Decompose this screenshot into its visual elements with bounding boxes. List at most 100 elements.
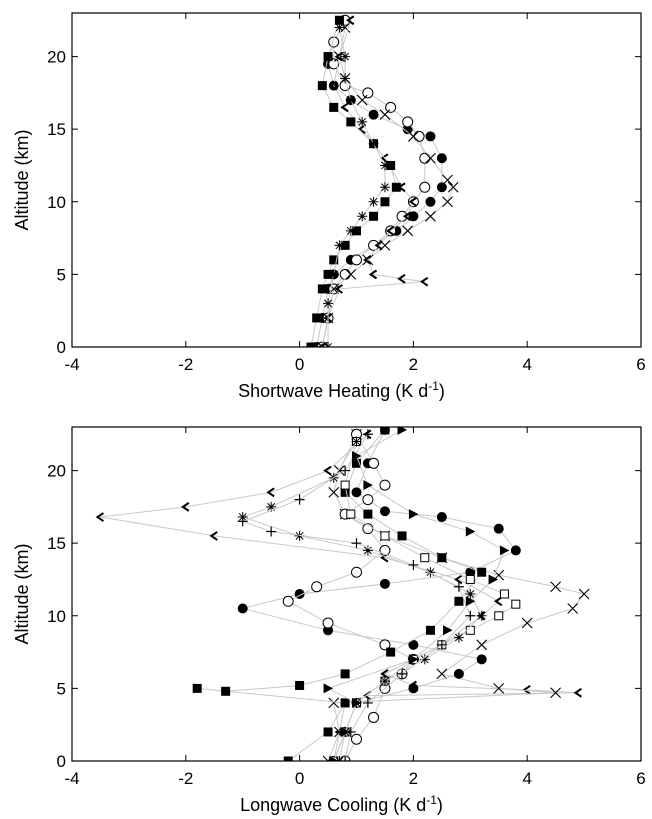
data-point xyxy=(311,581,323,593)
data-point xyxy=(237,603,248,614)
data-point xyxy=(454,574,463,585)
data-point xyxy=(369,211,379,221)
data-point xyxy=(237,516,248,527)
data-point xyxy=(362,545,373,556)
data-point xyxy=(329,102,339,112)
data-point xyxy=(340,480,350,490)
y-tick-label: 0 xyxy=(57,752,66,771)
data-point xyxy=(408,683,419,694)
data-point xyxy=(340,240,350,250)
data-point xyxy=(368,138,379,149)
series-line xyxy=(321,20,426,347)
data-point xyxy=(573,687,582,698)
data-point xyxy=(425,567,436,578)
series-asterisk xyxy=(237,436,487,761)
data-point xyxy=(340,465,351,476)
data-point xyxy=(436,668,448,680)
data-point xyxy=(317,342,326,347)
x-tick-label: -2 xyxy=(178,769,193,788)
data-point xyxy=(578,588,590,600)
data-point xyxy=(408,211,419,222)
data-point xyxy=(323,683,334,694)
series-plus xyxy=(237,429,476,761)
data-point xyxy=(192,683,202,693)
series-line xyxy=(321,20,425,347)
data-point xyxy=(521,617,533,629)
data-point xyxy=(328,486,340,498)
y-tick-label: 20 xyxy=(47,462,66,481)
data-point xyxy=(380,669,389,679)
data-point xyxy=(397,427,408,435)
data-point xyxy=(340,51,351,62)
data-point xyxy=(379,639,391,651)
data-point xyxy=(465,596,476,607)
data-point xyxy=(352,226,361,236)
data-point xyxy=(436,182,447,193)
y-tick-label: 0 xyxy=(57,338,66,357)
data-point xyxy=(363,480,373,491)
data-point xyxy=(425,196,436,207)
data-point xyxy=(397,668,408,679)
data-point xyxy=(323,52,333,62)
data-point xyxy=(493,523,504,534)
data-point xyxy=(323,313,332,323)
data-point xyxy=(368,109,379,120)
data-point xyxy=(352,451,362,462)
data-point xyxy=(453,581,464,592)
series-line xyxy=(326,429,506,761)
x-tick-label: 2 xyxy=(409,769,418,788)
data-point xyxy=(379,676,390,687)
data-point xyxy=(340,669,350,679)
series-triangle-left xyxy=(317,15,429,347)
series-line xyxy=(310,20,397,347)
y-tick-label: 15 xyxy=(47,534,66,553)
data-point xyxy=(385,101,397,113)
data-point xyxy=(380,531,390,541)
data-point xyxy=(283,756,293,761)
x-tick-label: -4 xyxy=(64,769,79,788)
data-point xyxy=(368,239,380,251)
series-line xyxy=(287,434,415,761)
data-point xyxy=(436,639,447,650)
data-point xyxy=(351,538,362,549)
data-point xyxy=(402,225,414,237)
data-point xyxy=(379,578,390,589)
data-point xyxy=(397,531,407,541)
data-point xyxy=(368,711,380,723)
data-point xyxy=(550,687,562,699)
data-point xyxy=(510,545,521,556)
data-point xyxy=(408,131,419,142)
x-tick-label: 6 xyxy=(636,769,645,788)
x-tick-label: -4 xyxy=(64,355,79,374)
data-point xyxy=(282,595,294,607)
data-point xyxy=(345,269,357,280)
data-point xyxy=(266,501,277,512)
data-point xyxy=(306,342,316,347)
data-point xyxy=(402,116,414,128)
data-point xyxy=(408,509,419,520)
data-point xyxy=(408,559,419,570)
data-point xyxy=(391,182,401,192)
data-point xyxy=(453,632,464,643)
series-triangle-right xyxy=(323,427,510,761)
data-point xyxy=(362,697,373,708)
shortwave-panel: -4 -2 0 2 4 6 0 5 10 15 20 Shortwave Heating (K d-1… xyxy=(12,12,646,401)
series-square-filled xyxy=(192,427,487,761)
data-point xyxy=(453,668,464,679)
data-point xyxy=(346,15,355,26)
series-line xyxy=(327,27,386,347)
series-line xyxy=(241,433,471,761)
data-point xyxy=(408,196,417,207)
data-point xyxy=(363,255,372,265)
data-point xyxy=(374,240,383,251)
data-point xyxy=(362,87,374,99)
data-point xyxy=(368,269,378,280)
data-point xyxy=(454,596,464,606)
data-point xyxy=(379,506,390,517)
data-point xyxy=(386,647,396,657)
data-point xyxy=(345,95,356,106)
axes-frame xyxy=(71,12,642,348)
data-point xyxy=(266,526,277,537)
plot-area xyxy=(95,427,590,761)
